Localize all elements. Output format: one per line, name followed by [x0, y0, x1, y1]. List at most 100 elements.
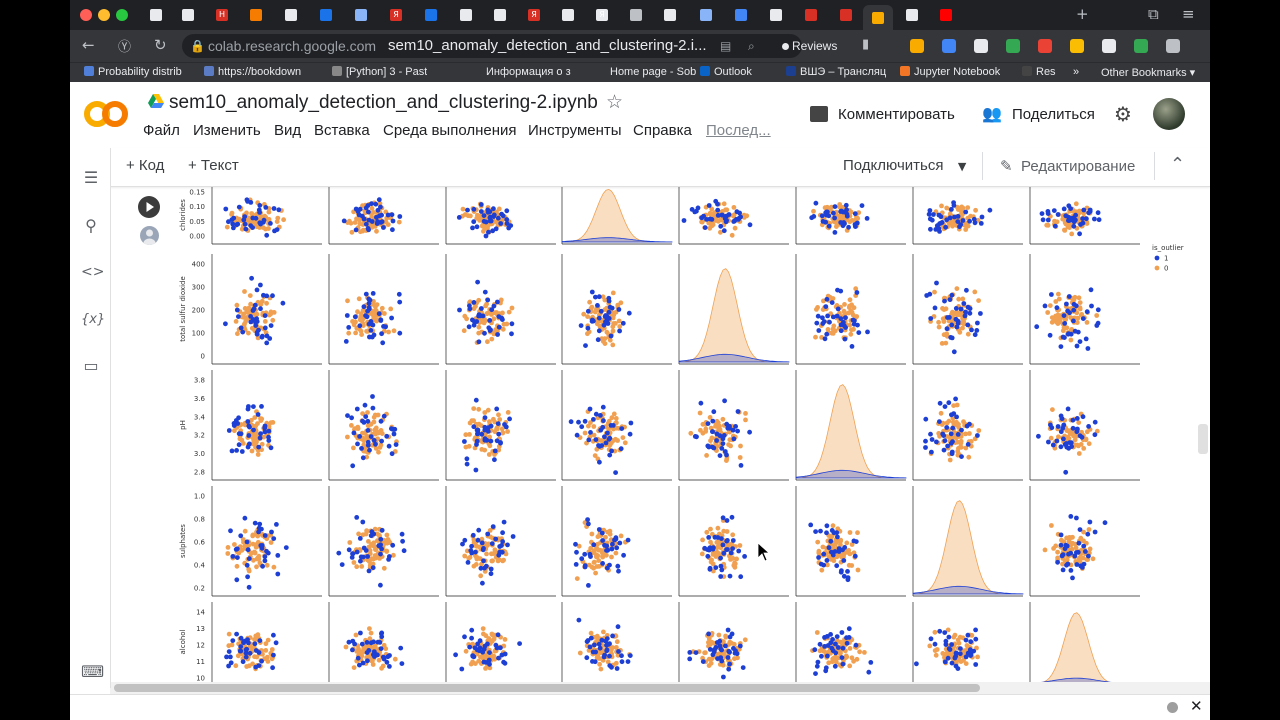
bookmark-item[interactable]: ВШЭ – Трансляц	[786, 66, 886, 78]
menu-item[interactable]: Справка	[633, 122, 692, 139]
scrollbar-thumb[interactable]	[114, 684, 980, 692]
extension-icon[interactable]	[1070, 39, 1084, 53]
tab-search-icon[interactable]: ⧉	[1148, 5, 1159, 23]
minimize-window-icon[interactable]	[98, 9, 110, 21]
other-bookmarks[interactable]: Other Bookmarks ▾	[1101, 67, 1196, 79]
code-snippets-icon[interactable]: <>	[81, 264, 105, 280]
bookmark-item[interactable]: https://bookdown	[204, 66, 301, 78]
bookmark-item[interactable]: Outlook	[700, 66, 752, 78]
more-bookmarks[interactable]: »	[1073, 66, 1080, 78]
run-cell-button[interactable]	[138, 196, 160, 218]
scatter-point-0	[1068, 337, 1074, 343]
add-code-button[interactable]: + Код	[126, 157, 165, 174]
star-icon[interactable]: ☆	[606, 91, 624, 113]
bookmark-item[interactable]: Res	[1022, 66, 1056, 78]
scatter-point-1	[341, 218, 347, 224]
browser-tab[interactable]	[420, 5, 442, 25]
scatter-point-1	[719, 647, 724, 653]
search-icon[interactable]: ⚲	[85, 216, 97, 235]
scatter-point-0	[1069, 546, 1075, 552]
bookmark-icon[interactable]: ▮	[862, 37, 870, 52]
browser-tab[interactable]: H	[211, 5, 233, 25]
extension-icon[interactable]	[910, 39, 924, 53]
collapse-chevron-icon[interactable]: ⌃	[1170, 154, 1186, 175]
files-folder-icon[interactable]: ▭	[83, 356, 99, 375]
menu-item[interactable]: Среда выполнения	[383, 122, 517, 139]
settings-gear-icon[interactable]: ⚙	[1114, 102, 1132, 126]
extension-icon[interactable]	[1006, 39, 1020, 53]
browser-tab[interactable]	[800, 5, 822, 25]
kde-curve-0	[1042, 612, 1110, 682]
new-tab-icon[interactable]: +	[1076, 5, 1089, 23]
browser-tab[interactable]	[315, 5, 337, 25]
close-window-icon[interactable]	[80, 9, 92, 21]
vertical-scrollbar[interactable]	[1198, 424, 1208, 454]
browser-tab[interactable]	[625, 5, 647, 25]
browser-tab[interactable]	[350, 5, 372, 25]
browser-tab[interactable]	[659, 5, 681, 25]
reload-icon[interactable]: ↻	[154, 36, 167, 54]
scatter-point-1	[492, 448, 498, 454]
browser-tab[interactable]	[177, 5, 199, 25]
bookmark-item[interactable]: Информация о з	[472, 66, 571, 78]
browser-tab[interactable]	[455, 5, 477, 25]
bookmark-item[interactable]: Home page - Sob	[596, 66, 696, 78]
browser-tab[interactable]: Я	[523, 5, 545, 25]
browser-tab[interactable]	[557, 5, 579, 25]
bookmark-item[interactable]: Jupyter Notebook	[900, 66, 1000, 78]
people-icon: 👥	[982, 104, 1002, 123]
extension-icon[interactable]	[1134, 39, 1148, 53]
scatter-point-1	[607, 653, 612, 659]
notebook-title[interactable]: sem10_anomaly_detection_and_clustering-2…	[169, 92, 598, 113]
bookmark-item[interactable]: [Python] 3 - Past	[332, 66, 427, 78]
menu-item[interactable]: Вставка	[314, 122, 370, 139]
edit-mode-button[interactable]: ✎ Редактирование	[1000, 157, 1135, 176]
scatter-point-0	[697, 410, 703, 416]
browser-tab[interactable]	[765, 5, 787, 25]
extension-icon[interactable]	[1102, 39, 1116, 53]
browser-tab[interactable]	[835, 5, 857, 25]
translate-icon[interactable]: ⌕	[748, 39, 755, 53]
browser-tab[interactable]: Я	[385, 5, 407, 25]
browser-tab[interactable]	[901, 5, 923, 25]
browser-tab[interactable]	[935, 5, 957, 25]
reader-icon[interactable]: ▤	[720, 39, 732, 53]
scatter-point-0	[956, 296, 962, 302]
extension-icon[interactable]	[974, 39, 988, 53]
colab-logo[interactable]	[84, 94, 128, 134]
browser-tab[interactable]	[145, 5, 167, 25]
scatter-point-0	[383, 646, 389, 652]
back-icon[interactable]: ←	[82, 36, 95, 54]
browser-tab[interactable]	[489, 5, 511, 25]
menu-item[interactable]: Инструменты	[528, 122, 622, 139]
variables-icon[interactable]: {x}	[81, 312, 106, 327]
horizontal-scrollbar[interactable]	[110, 682, 1210, 694]
last-edit-link[interactable]: Послед...	[706, 122, 771, 139]
menu-item[interactable]: Изменить	[193, 122, 261, 139]
avatar[interactable]	[1153, 98, 1185, 130]
browser-tab[interactable]	[695, 5, 717, 25]
browser-tab[interactable]	[280, 5, 302, 25]
zoom-window-icon[interactable]	[116, 9, 128, 21]
terminal-icon[interactable]: ⌨	[81, 662, 105, 681]
menu-item[interactable]: Вид	[274, 122, 302, 139]
menu-icon[interactable]: ≡	[1182, 5, 1195, 23]
browser-tab[interactable]	[730, 5, 752, 25]
extension-icon[interactable]	[942, 39, 956, 53]
close-icon[interactable]: ✕	[1190, 697, 1203, 715]
browser-tab[interactable]	[863, 5, 893, 30]
scatter-point-1	[498, 221, 504, 226]
browser-tab[interactable]: Я	[591, 5, 613, 25]
reviews-button[interactable]: Reviews	[782, 35, 837, 57]
browser-tab[interactable]	[245, 5, 267, 25]
bookmark-item[interactable]: Probability distrib	[84, 66, 182, 78]
connect-button[interactable]: Подключиться ▼	[843, 157, 966, 175]
toc-icon[interactable]: ☰	[83, 168, 99, 187]
address-bar[interactable]: 🔒 colab.research.google.com sem10_anomal…	[182, 34, 802, 58]
menu-item[interactable]: Файл	[143, 122, 180, 139]
scatter-point-1	[504, 208, 510, 214]
extension-icon[interactable]	[1038, 39, 1052, 53]
yandex-icon[interactable]: Ⓨ	[118, 40, 132, 55]
add-text-button[interactable]: + Текст	[188, 157, 239, 174]
extension-icon[interactable]	[1166, 39, 1180, 53]
